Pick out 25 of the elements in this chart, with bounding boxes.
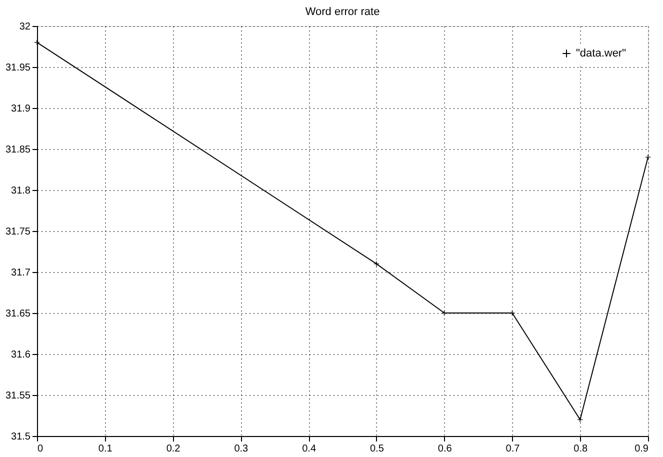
- chart-title: Word error rate: [305, 6, 380, 18]
- x-tick-label: 0.5: [370, 444, 384, 454]
- y-tick-label: 31.95: [5, 62, 31, 74]
- y-tick-label: 32: [19, 22, 31, 32]
- y-tick-label: 31.9: [11, 104, 31, 114]
- x-tick-label: 0: [38, 444, 44, 454]
- y-tick-label: 31.7: [11, 268, 31, 278]
- x-tick-label: 0.2: [166, 444, 181, 454]
- x-tick-label: 0.7: [506, 444, 520, 454]
- x-tick-label: 0.8: [574, 444, 588, 454]
- y-tick-label: 31.75: [5, 226, 31, 238]
- point: [373, 260, 380, 267]
- x-tick-label: 0.6: [438, 444, 452, 454]
- y-tick-label: 31.65: [5, 308, 31, 320]
- x-tick-label: 0.9: [634, 444, 649, 454]
- x-tick-label: 0.4: [302, 444, 316, 454]
- y-tick-label: 31.8: [11, 186, 31, 196]
- legend-label: "data.wer": [576, 48, 626, 60]
- y-tick-label: 31.85: [5, 144, 31, 156]
- x-tick-label: 0.1: [98, 444, 113, 454]
- x-tick-label: 0.3: [234, 444, 249, 454]
- y-tick-label: 31.5: [11, 432, 31, 442]
- y-tick-label: 31.6: [11, 350, 31, 360]
- point: [577, 416, 584, 423]
- y-tick-label: 31.55: [5, 390, 31, 402]
